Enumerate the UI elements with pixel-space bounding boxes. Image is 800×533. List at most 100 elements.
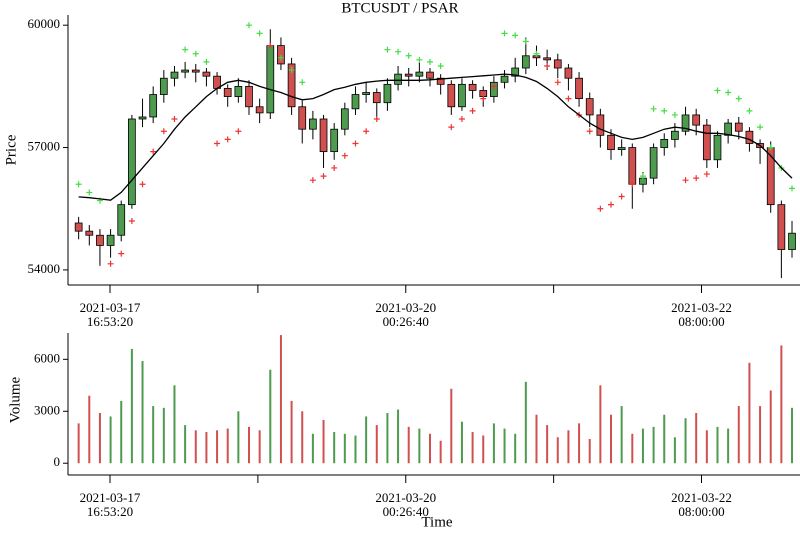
x-tick-label: 2021-03-20 00:26:40 [375,490,436,519]
volume-bar [407,426,410,464]
volume-bar [130,348,133,464]
psar-marker [671,111,678,118]
psar-marker [565,95,572,102]
volume-bar [599,385,602,464]
psar-marker [171,116,178,123]
candle-body [575,77,583,100]
volume-bar [567,430,570,464]
psar-marker [522,38,529,45]
psar-marker [437,62,444,69]
candle-body [191,69,200,73]
psar-marker [639,173,646,180]
candle-body [734,122,743,132]
volume-bar [524,381,527,464]
volume-bar [482,435,485,464]
psar-marker [597,205,604,212]
psar-marker [554,79,561,86]
psar-marker [469,107,476,114]
candle-body [394,73,402,85]
candle-body [298,106,307,130]
psar-marker [277,54,284,61]
candle-body [607,134,615,150]
volume-bar [194,430,197,464]
psar-marker [480,95,487,102]
psar-marker [203,58,210,65]
chart-title: BTCUSDT / PSAR [341,0,458,16]
volume-bar [578,423,581,464]
x-tick-label-line: 2021-03-17 [80,300,141,315]
volume-bar [226,428,229,464]
psar-marker [352,140,359,147]
x-tick-label-line: 16:53:20 [87,314,133,329]
candle-body [426,71,434,79]
psar-marker [182,46,189,53]
psar-marker [714,87,721,94]
psar-marker [725,89,732,96]
volume-bar [450,388,453,464]
volume-bar [77,423,80,464]
volume-bar [205,432,208,464]
psar-marker [735,95,742,102]
psar-marker [118,250,125,257]
candle-body [362,92,370,95]
psar-marker [384,46,391,53]
volume-bar [652,426,655,464]
volume-bar [716,426,719,464]
volume-bar [109,416,112,464]
volume-bar [184,425,187,464]
volume-bar [311,433,314,464]
candle-body [330,128,339,153]
x-tick-label-line: 08:00:00 [678,504,724,519]
y-axis-label: Price [3,134,19,165]
x-tick-label: 2021-03-22 08:00:00 [671,300,732,329]
volume-bar [301,411,304,464]
candle-body [138,116,147,120]
candle-body [490,81,498,97]
volume-bar [279,335,282,464]
psar-marker [235,128,242,135]
psar-marker [757,124,764,131]
candle-body [234,85,243,97]
candle-body [500,75,509,83]
volume-tick-label: 3000 [34,402,60,417]
volume-bar [120,400,123,464]
candle-body [681,114,690,132]
volume-bar [439,440,442,464]
psar-marker [661,107,668,114]
psar-marker [128,217,135,224]
volume-bar [684,418,687,464]
x-tick-label: 2021-03-22 08:00:00 [671,490,732,519]
candle-body [266,45,275,114]
psar-marker [331,164,338,171]
psar-marker [650,105,657,112]
candle-body [692,114,701,126]
volume-bar [748,362,751,464]
candle-body [511,67,520,77]
volume-bar [98,413,101,464]
candle-body [277,45,285,65]
candle-body [702,124,711,161]
candle-body [404,73,413,77]
y-tick-label: 57000 [28,139,61,154]
candle-body [415,71,424,77]
candle-body [351,94,360,110]
volume-bar [173,385,176,464]
volume-bar [88,395,91,464]
psar-marker [192,50,199,57]
psar-marker [363,128,370,135]
x-tick-label-line: 16:53:20 [87,504,133,519]
psar-marker [544,62,551,69]
x-tick-label-line: 2021-03-20 [375,490,436,505]
volume-bar [141,361,144,464]
volume-bar [705,430,708,464]
candle-body [436,77,445,85]
candle-body [671,130,679,140]
volume-tick-label: 6000 [34,350,60,365]
psar-marker [458,116,465,123]
psar-marker [703,171,710,178]
psar-marker [224,136,231,143]
psar-marker [501,30,508,37]
candle-body [521,55,530,69]
candle-body [309,118,317,130]
candle-body [745,130,754,144]
